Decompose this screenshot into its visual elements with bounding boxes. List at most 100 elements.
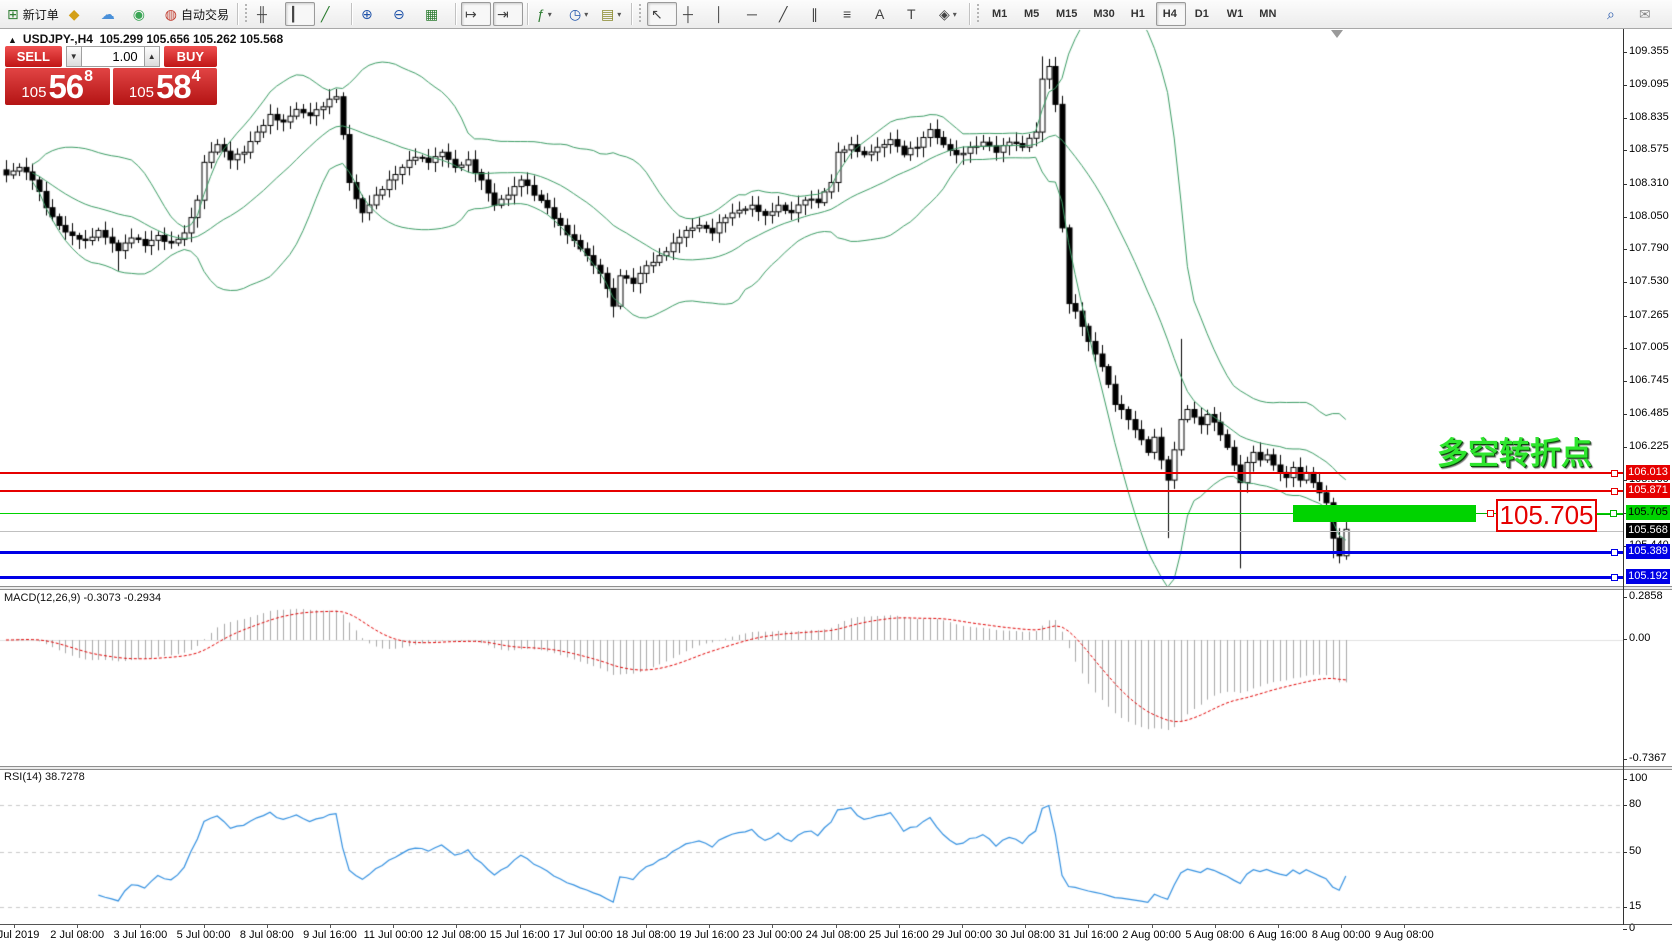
horizontal-line-button[interactable]: ─ bbox=[743, 2, 773, 26]
support-line-1[interactable] bbox=[0, 551, 1623, 554]
toolbar-grip[interactable] bbox=[243, 4, 249, 24]
turning-point-annotation: 多空转折点 bbox=[1437, 436, 1592, 471]
timeframe-m5-button-label: M5 bbox=[1023, 8, 1040, 20]
time-tick-mark bbox=[1151, 925, 1153, 928]
indicators-button[interactable]: ƒ ▾ bbox=[533, 2, 563, 26]
sell-button[interactable]: SELL bbox=[5, 46, 62, 67]
price-tick-label: 107.005 bbox=[1629, 341, 1669, 354]
pivot-anchor-square-green[interactable] bbox=[1610, 510, 1617, 517]
resistance-line-2-endpoint[interactable] bbox=[1611, 488, 1618, 495]
timeframe-mn-button-label: MN bbox=[1259, 8, 1277, 20]
timeframe-mn-button[interactable]: MN bbox=[1252, 2, 1283, 26]
timeframe-h1-button-label: H1 bbox=[1130, 8, 1145, 20]
buy-button[interactable]: BUY bbox=[163, 46, 217, 67]
price-tick-mark bbox=[1623, 413, 1627, 415]
channel-button[interactable]: ∥ bbox=[807, 2, 837, 26]
buy-price-display[interactable]: 105 58 4 bbox=[112, 68, 217, 105]
toolbar-grip[interactable] bbox=[637, 4, 643, 24]
dropdown-arrow-icon: ▾ bbox=[584, 9, 589, 19]
price-tick-label: 109.095 bbox=[1629, 77, 1669, 90]
volume-input[interactable] bbox=[81, 46, 144, 67]
cursor-button[interactable]: ↖ bbox=[646, 2, 677, 26]
metaeditor-button[interactable]: ◆ bbox=[65, 2, 95, 26]
timeframe-w1-button[interactable]: W1 bbox=[1220, 2, 1251, 26]
pivot-anchor-square-red[interactable] bbox=[1487, 510, 1494, 517]
trade-panel-collapse-icon[interactable]: ▲ bbox=[8, 35, 17, 45]
auto-trading-button-label: 自动交易 bbox=[180, 7, 229, 22]
timeframe-d1-button[interactable]: D1 bbox=[1188, 2, 1218, 26]
auto-trading-button[interactable]: ◍ 自动交易 bbox=[161, 2, 233, 26]
templates-button[interactable]: ▤ ▾ bbox=[597, 2, 627, 26]
chart-title: ▲ USDJPY-,H4 105.299 105.656 105.262 105.… bbox=[8, 32, 283, 46]
mql5-community-button[interactable]: ☁ bbox=[97, 2, 127, 26]
pivot-price-label[interactable]: 105.705 bbox=[1496, 499, 1597, 532]
resistance-line-2[interactable] bbox=[0, 490, 1623, 492]
time-tick-mark bbox=[393, 925, 395, 928]
fibonacci-icon: ≡ bbox=[842, 6, 852, 22]
crosshair-icon: ┼ bbox=[682, 6, 693, 22]
timeframe-m15-button[interactable]: M15 bbox=[1049, 2, 1084, 26]
auto-scroll-button[interactable]: ↦ bbox=[460, 2, 491, 26]
buy-price-big: 58 bbox=[155, 68, 192, 105]
sell-price-prefix: 105 bbox=[21, 84, 47, 101]
timeframe-h1-button[interactable]: H1 bbox=[1124, 2, 1154, 26]
chart-shift-icon: ⇥ bbox=[496, 6, 509, 22]
macd-pane-separator[interactable] bbox=[0, 586, 1672, 590]
line-chart-button[interactable]: ╱ bbox=[317, 2, 347, 26]
chart-shift-button[interactable]: ⇥ bbox=[492, 2, 523, 26]
support-line-1-endpoint[interactable] bbox=[1611, 549, 1618, 556]
pivot-highlight-bar[interactable] bbox=[1293, 505, 1476, 522]
toolbar-grip[interactable] bbox=[975, 4, 981, 24]
cursor-icon: ↖ bbox=[650, 6, 663, 22]
support-line-2[interactable] bbox=[0, 576, 1623, 579]
time-tick-mark bbox=[266, 925, 268, 928]
timeframe-m1-button[interactable]: M1 bbox=[985, 2, 1015, 26]
chart-shift-marker-icon[interactable] bbox=[1331, 30, 1343, 38]
zoom-in-button[interactable]: ⊕ bbox=[357, 2, 387, 26]
timeframe-m30-button[interactable]: M30 bbox=[1086, 2, 1121, 26]
sell-price-display[interactable]: 105 56 8 bbox=[5, 68, 110, 105]
timeframe-m15-button-label: M15 bbox=[1055, 8, 1078, 20]
tile-windows-button[interactable]: ▦ bbox=[421, 2, 451, 26]
search-button[interactable]: ⌕ bbox=[1603, 2, 1633, 26]
signals-icon: ◉ bbox=[132, 6, 145, 22]
trendline-button[interactable]: ╱ bbox=[775, 2, 805, 26]
resistance-line-1[interactable] bbox=[0, 472, 1623, 474]
time-tick-mark bbox=[203, 925, 205, 928]
time-axis-border bbox=[0, 924, 1672, 925]
rsi-pane-separator[interactable] bbox=[0, 766, 1672, 770]
price-tick-mark bbox=[1623, 282, 1627, 284]
resistance-line-1-endpoint[interactable] bbox=[1611, 470, 1618, 477]
pivot-line-green[interactable] bbox=[0, 513, 1623, 514]
periods-button[interactable]: ◷ ▾ bbox=[565, 2, 595, 26]
buy-price-prefix: 105 bbox=[128, 84, 154, 101]
text-label-button[interactable]: T bbox=[903, 2, 933, 26]
dropdown-arrow-icon: ▾ bbox=[617, 9, 622, 19]
crosshair-button[interactable]: ┼ bbox=[679, 2, 709, 26]
timeframe-h4-button[interactable]: H4 bbox=[1155, 2, 1186, 26]
candlestick-chart-button[interactable]: ┃ bbox=[284, 2, 315, 26]
volume-increase-button[interactable]: ▲ bbox=[143, 46, 160, 67]
new-order-button[interactable]: ⊞ 新订单 bbox=[3, 2, 63, 26]
macd-indicator-label: MACD(12,26,9) -0.3073 -0.2934 bbox=[4, 592, 162, 604]
time-axis-label: 9 Aug 08:00 bbox=[1375, 929, 1434, 941]
support-line-2-endpoint[interactable] bbox=[1611, 574, 1618, 581]
price-chart-canvas[interactable] bbox=[0, 0, 1623, 951]
vertical-line-button[interactable]: │ bbox=[711, 2, 741, 26]
bid-price-line[interactable] bbox=[0, 531, 1623, 532]
arrows-button[interactable]: ◈ ▾ bbox=[935, 2, 965, 26]
price-tick-label: 108.575 bbox=[1629, 143, 1669, 156]
chat-button[interactable]: ✉ bbox=[1635, 2, 1665, 26]
bar-chart-button[interactable]: ╫ bbox=[253, 2, 283, 26]
fibonacci-button[interactable]: ≡ bbox=[839, 2, 869, 26]
mql5-community-icon: ☁ bbox=[100, 6, 115, 22]
volume-decrease-button[interactable]: ▼ bbox=[65, 46, 82, 67]
indicator-tick-mark bbox=[1623, 929, 1627, 930]
signals-button[interactable]: ◉ bbox=[129, 2, 159, 26]
time-axis-label: 30 Jul 08:00 bbox=[995, 929, 1056, 941]
trade-panel-top-row: SELL ▼ ▲ BUY bbox=[5, 46, 217, 67]
zoom-out-button[interactable]: ⊖ bbox=[389, 2, 419, 26]
text-button[interactable]: A bbox=[871, 2, 901, 26]
time-axis-label: 17 Jul 00:00 bbox=[552, 929, 613, 941]
timeframe-m5-button[interactable]: M5 bbox=[1017, 2, 1047, 26]
